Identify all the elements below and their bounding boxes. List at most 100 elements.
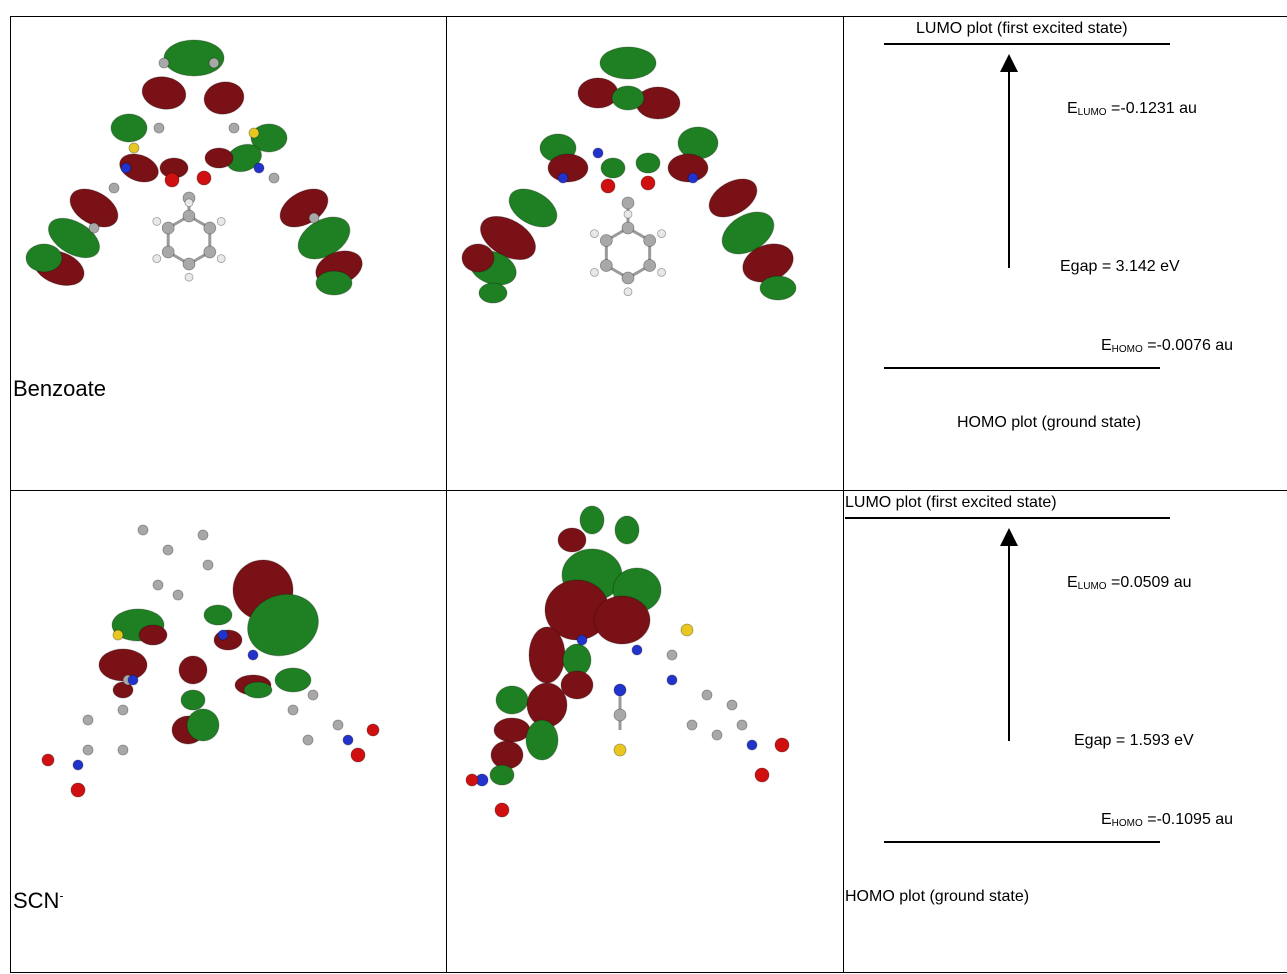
orbital-lobe: [577, 77, 619, 109]
atom: [686, 719, 698, 731]
egap-value: Egap = 3.142 eV: [1060, 258, 1180, 275]
orbital-lobe: [667, 153, 709, 183]
lumo-level-line: [845, 517, 1170, 519]
orbital-lobe: [274, 667, 312, 693]
atom: [164, 172, 180, 188]
table-top-border: [376, 16, 814, 17]
atom: [287, 704, 299, 716]
atom: [590, 229, 599, 239]
atom: [666, 674, 678, 686]
atom: [680, 623, 694, 637]
atom: [711, 729, 723, 741]
atom: [600, 178, 616, 194]
atom: [117, 744, 129, 756]
atom: [613, 708, 627, 722]
orbital-lobe: [47, 217, 101, 259]
atom: [643, 259, 657, 272]
orbital-lobe: [478, 282, 508, 304]
orbital-lobe: [178, 655, 208, 685]
atom: [687, 172, 699, 184]
orbital-lobe: [203, 604, 233, 626]
atom: [127, 674, 139, 686]
atom: [599, 234, 613, 247]
atom: [746, 739, 758, 751]
orbital-lobe: [69, 188, 119, 228]
atom: [592, 147, 604, 159]
row-label-sup: -: [59, 888, 64, 903]
atom: [158, 57, 170, 69]
atom: [182, 209, 196, 223]
energy-gap-arrow: [1008, 70, 1010, 268]
orbital-lobe: [490, 740, 524, 770]
atom: [302, 734, 314, 746]
atom: [228, 122, 240, 134]
atom: [208, 57, 220, 69]
atom: [631, 644, 643, 656]
orbital-lobe: [579, 505, 605, 535]
atom: [202, 559, 214, 571]
homo-title: HOMO plot (ground state): [957, 414, 1142, 431]
arrow-up-icon: [1000, 528, 1018, 546]
atom: [253, 162, 265, 174]
atom: [82, 714, 94, 726]
atom: [599, 259, 613, 272]
orbital-lobe: [508, 188, 558, 228]
atom: [197, 529, 209, 541]
atom: [332, 719, 344, 731]
atom: [162, 544, 174, 556]
atom: [172, 589, 184, 601]
table-left-border: [10, 16, 11, 973]
orbital-lobe: [708, 178, 758, 218]
atom: [726, 699, 738, 711]
atom: [465, 773, 479, 787]
atom: [366, 723, 380, 737]
orbital-lobe: [599, 46, 657, 80]
atom: [621, 271, 635, 285]
atom: [88, 222, 100, 234]
atom: [120, 162, 132, 174]
scn-lumo-orbital-image: [465, 505, 790, 818]
atom: [613, 683, 627, 697]
e-lumo-value: ELUMO =0.0509 au: [1067, 574, 1192, 592]
orbital-lobe: [611, 85, 645, 111]
atom: [621, 221, 635, 235]
atom: [590, 267, 599, 277]
lumo-level-line: [884, 43, 1170, 45]
atom: [350, 747, 366, 763]
atom: [152, 216, 162, 226]
row-label-text: Benzoate: [13, 376, 106, 401]
atom: [308, 212, 320, 224]
orbital-lobe: [614, 515, 640, 545]
orbital-lobe: [243, 681, 273, 699]
orbital-lobe: [138, 624, 168, 646]
atom: [184, 272, 194, 282]
atom: [494, 802, 510, 818]
atom: [623, 287, 633, 297]
benzoate-homo-orbital-image: [25, 39, 363, 296]
orbital-lobe: [98, 648, 148, 682]
orbital-lobe: [247, 593, 319, 657]
atom: [623, 209, 633, 219]
homo-level-line: [884, 841, 1160, 843]
orbital-lobe: [759, 275, 797, 301]
atom: [307, 689, 319, 701]
atom: [108, 182, 120, 194]
atom: [576, 634, 588, 646]
arrow-up-icon: [1000, 54, 1018, 72]
benzoate-lumo-orbital-image: [461, 46, 797, 304]
e-lumo-value: ELUMO =-0.1231 au: [1067, 100, 1197, 118]
atom: [342, 734, 354, 746]
atom: [153, 122, 165, 134]
orbital-lobe: [204, 147, 234, 169]
row-label-scn: SCN-: [13, 888, 63, 914]
lumo-title: LUMO plot (first excited state): [845, 494, 1057, 511]
table-top-border-right: [814, 16, 1287, 17]
atom: [161, 221, 175, 235]
atom: [217, 629, 229, 641]
orbital-lobe: [547, 153, 589, 183]
orbital-lobe: [493, 717, 531, 743]
row-label-text: SCN: [13, 888, 60, 913]
atom: [152, 579, 164, 591]
atom: [666, 649, 678, 661]
atom: [137, 524, 149, 536]
